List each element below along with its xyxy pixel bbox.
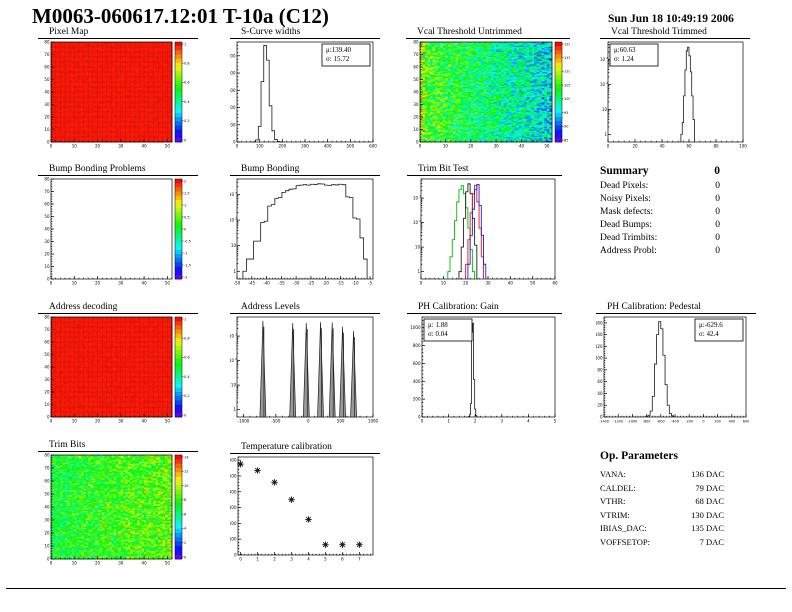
summary-row: Address Probl: 0: [600, 245, 720, 258]
plot-address-decoding: Address decoding: [38, 301, 198, 428]
plot-vcal-trimmed: Vcal Threshold Trimmed: [600, 26, 750, 153]
plot-title: S-Curve widths: [230, 26, 380, 39]
bump-bonding-canvas: [230, 176, 380, 290]
op-parameter-row-value: 68 DAC: [695, 496, 724, 506]
summary-row-value: 0: [715, 233, 720, 243]
summary-row: Dead Pixels: 0: [600, 180, 720, 193]
canvas-bottom-border: [6, 588, 786, 589]
summary-row-value: 0: [715, 220, 720, 230]
address-decoding-canvas: [38, 314, 198, 428]
timestamp: Sun Jun 18 10:49:19 2006: [608, 13, 734, 25]
plot-address-levels: Address Levels: [230, 301, 380, 428]
summary-row: Dead Bumps: 0: [600, 219, 720, 232]
op-parameter-row: VANA: 136 DAC: [600, 468, 724, 482]
summary-row: Mask defects: 0: [600, 206, 720, 219]
plot-title: PH Calibration: Gain: [407, 301, 562, 314]
plot-title: Trim Bit Test: [407, 163, 562, 176]
op-parameter-row: VTHR: 68 DAC: [600, 495, 724, 509]
ph-pedestal-canvas: [596, 314, 756, 428]
summary-row-value: 0: [715, 207, 720, 217]
plot-title: Vcal Threshold Trimmed: [600, 26, 750, 39]
op-parameter-row-label: VANA:: [600, 469, 626, 479]
op-parameter-row-value: 7 DAC: [699, 536, 724, 547]
op-parameters-rows: VANA: 136 DAC CALDEL: 79 DAC VTHR: 68 DAC VTRI…: [600, 468, 724, 549]
plot-vcal-untrimmed: Vcal Threshold Untrimmed: [406, 26, 570, 153]
bump-bonding-problems-canvas: [38, 176, 198, 290]
summary-row-label: Noisy Pixels:: [600, 194, 651, 204]
plot-trim-bit-test: Trim Bit Test: [407, 163, 562, 290]
plot-title: Bump Bonding Problems: [38, 163, 198, 176]
summary-row-label: Dead Pixels:: [600, 181, 649, 191]
plot-temperature-calibration: Temperature calibration: [230, 441, 380, 566]
plot-ph-gain: PH Calibration: Gain: [407, 301, 562, 428]
plot-trim-bits: Trim Bits: [38, 439, 198, 570]
op-parameters-title: Op. Parameters: [600, 450, 678, 462]
trim-bit-test-canvas: [407, 176, 562, 290]
summary-row: Dead Trimbits: 0: [600, 232, 720, 245]
vcal-trimmed-canvas: [600, 39, 750, 153]
summary-panel: Summary 0 Dead Pixels: 0 Noisy Pixels: 0 Mas…: [600, 165, 720, 258]
summary-row: Noisy Pixels: 0: [600, 193, 720, 206]
summary-row-label: Dead Bumps:: [600, 220, 652, 230]
scurve-widths-canvas: [230, 39, 380, 153]
pixel-map-canvas: [38, 39, 198, 153]
summary-title-value: 0: [714, 165, 720, 177]
summary-row-label: Address Probl:: [600, 246, 657, 256]
op-parameter-row-label: VTHR:: [600, 496, 626, 506]
plot-bump-bonding-problems: Bump Bonding Problems: [38, 163, 198, 290]
op-parameter-row: VTRIM: 130 DAC: [600, 509, 724, 523]
op-parameter-row-value: 136 DAC: [691, 469, 724, 479]
summary-row-value: 0: [715, 181, 720, 191]
op-parameter-row-value: 135 DAC: [691, 523, 724, 533]
summary-row-value: 0: [715, 194, 720, 204]
trim-bits-canvas: [38, 452, 198, 570]
summary-row-value: 0: [715, 246, 720, 256]
op-parameter-row-label: VTRIM:: [600, 509, 630, 520]
plot-bump-bonding: Bump Bonding: [230, 163, 380, 290]
op-parameter-row: IBIAS_DAC: 135 DAC: [600, 522, 724, 536]
plot-title: Address Levels: [230, 301, 380, 314]
summary-title: Summary: [600, 165, 649, 177]
op-parameter-row-value: 79 DAC: [695, 482, 724, 493]
op-parameter-row-value: 130 DAC: [691, 509, 724, 520]
op-parameter-row: CALDEL: 79 DAC: [600, 482, 724, 496]
vcal-untrimmed-canvas: [406, 39, 570, 153]
plot-title: Trim Bits: [38, 439, 198, 452]
op-parameter-row-label: CALDEL:: [600, 482, 636, 493]
ph-gain-canvas: [407, 314, 562, 428]
address-levels-canvas: [230, 314, 380, 428]
page-title: M0063-060617.12:01 T-10a (C12): [32, 4, 329, 28]
op-parameters-panel: Op. Parameters VANA: 136 DAC CALDEL: 79 DAC…: [600, 450, 724, 549]
summary-row-label: Mask defects:: [600, 207, 654, 217]
temperature-calibration-canvas: [230, 454, 380, 566]
plot-title: Bump Bonding: [230, 163, 380, 176]
plot-title: Pixel Map: [38, 26, 198, 39]
op-parameter-row-label: IBIAS_DAC:: [600, 523, 647, 533]
plot-title: PH Calibration: Pedestal: [596, 301, 756, 314]
plot-title: Address decoding: [38, 301, 198, 314]
op-parameter-row: VOFFSETOP: 7 DAC: [600, 536, 724, 550]
plot-scurve-widths: S-Curve widths: [230, 26, 380, 153]
plot-title: Vcal Threshold Untrimmed: [406, 26, 570, 39]
summary-rows: Dead Pixels: 0 Noisy Pixels: 0 Mask defects:…: [600, 180, 720, 258]
op-parameter-row-label: VOFFSETOP:: [600, 536, 650, 547]
summary-row-label: Dead Trimbits:: [600, 233, 658, 243]
plot-title: Temperature calibration: [230, 441, 380, 454]
plot-pixel-map: Pixel Map: [38, 26, 198, 153]
plot-ph-pedestal: PH Calibration: Pedestal: [596, 301, 756, 428]
